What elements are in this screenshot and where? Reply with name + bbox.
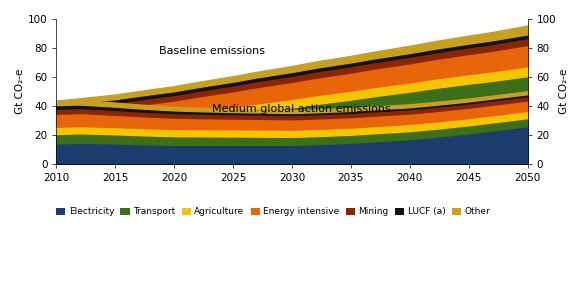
- Y-axis label: Gt CO₂-e: Gt CO₂-e: [15, 69, 25, 114]
- Text: Medium global action emissions: Medium global action emissions: [212, 104, 391, 114]
- Text: Baseline emissions: Baseline emissions: [159, 46, 265, 56]
- Y-axis label: Gt CO₂-e: Gt CO₂-e: [559, 69, 569, 114]
- Legend: Electricity, Transport, Agriculture, Energy intensive, Mining, LUCF (a), Other: Electricity, Transport, Agriculture, Ene…: [53, 204, 494, 220]
